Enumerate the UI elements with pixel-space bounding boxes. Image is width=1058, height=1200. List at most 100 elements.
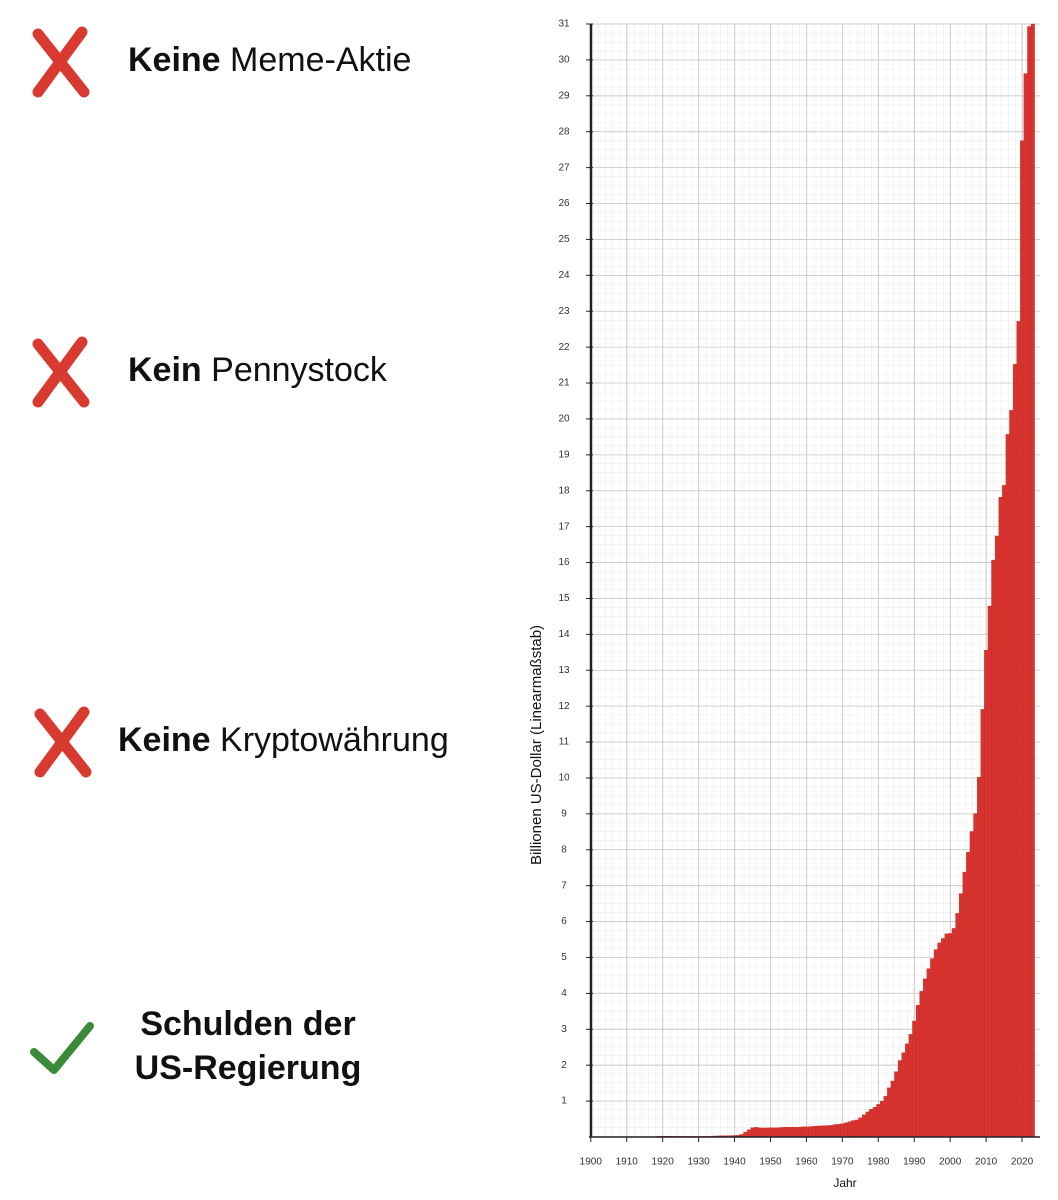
bar [1005,434,1010,1138]
cross-icon [32,26,90,98]
item-text: Keine Kryptowährung [118,721,449,759]
y-axis-label: Billionen US-Dollar (Linearmaßstab) [528,625,545,865]
bar [969,831,974,1138]
y-tick-label: 8 [561,844,567,855]
x-tick-label: 1960 [795,1157,818,1168]
y-tick-label: 7 [561,880,567,891]
bar [1016,321,1021,1138]
bar [987,605,992,1138]
bar [764,1127,769,1138]
bar [948,933,953,1138]
y-tick-label: 30 [558,55,570,66]
y-tick-label: 4 [561,988,567,999]
bar [800,1126,805,1138]
bar [915,1005,920,1138]
bar [786,1127,791,1138]
bar [958,893,963,1138]
bar [1020,140,1024,1138]
bar [912,1020,917,1138]
y-tick-label: 16 [558,557,570,568]
bar [991,559,996,1138]
y-tick-label: 14 [558,629,570,640]
bar [905,1043,909,1138]
bar [1002,485,1007,1138]
bar [826,1125,830,1138]
bar [847,1121,852,1138]
bar [811,1126,816,1138]
bar [994,535,999,1138]
bar [883,1095,888,1138]
item-text: Schulden der [140,1005,355,1043]
bar [897,1060,902,1138]
x-tick-label: 1920 [652,1157,675,1168]
item-normal: Kryptowährung [220,721,449,759]
bar [761,1127,766,1138]
x-tick-label: 1900 [580,1157,603,1168]
y-tick-label: 5 [561,952,567,963]
bar [858,1117,863,1138]
y-tick-label: 15 [558,593,570,604]
y-tick-label: 9 [561,809,567,820]
bar [750,1127,755,1138]
bar [930,958,935,1138]
bar [854,1119,859,1138]
bar [861,1114,866,1138]
y-tick-label: 12 [558,701,570,712]
bar [768,1127,773,1138]
bar [746,1129,751,1138]
bar [1009,410,1014,1138]
x-tick-label: 1970 [831,1157,854,1168]
item-bold: Kein [128,351,202,389]
x-tick-label: 1930 [687,1157,710,1168]
bar [962,871,967,1138]
bar [926,968,931,1138]
y-tick-label: 2 [561,1060,567,1071]
bar [790,1127,794,1138]
bar [779,1127,784,1138]
y-tick-label: 28 [558,126,570,137]
bar [973,813,978,1138]
y-tick-label: 10 [558,773,570,784]
y-tick-label: 6 [561,916,567,927]
y-tick-label: 23 [558,306,570,317]
cross-icon [34,706,92,778]
bar [937,942,942,1138]
x-axis-label: Jahr [833,1176,856,1190]
bar [865,1111,870,1138]
bar [976,777,981,1138]
bar [869,1109,874,1138]
bar [797,1126,802,1138]
x-tick-label: 1990 [903,1157,926,1168]
bar [782,1127,787,1138]
x-tick-label: 1910 [616,1157,639,1168]
x-tick-label: 2020 [1011,1157,1034,1168]
bar [829,1125,834,1138]
y-tick-label: 31 [558,19,570,30]
bar [840,1123,845,1138]
bar [966,852,971,1138]
item-text: US-Regierung [135,1049,362,1087]
bar [815,1125,820,1138]
bar [944,933,949,1138]
bar [836,1124,841,1138]
y-tick-label: 13 [558,665,570,676]
bar [998,497,1003,1138]
bar [772,1127,777,1138]
y-tick-label: 24 [558,270,570,281]
item-normal: Pennystock [211,351,388,389]
bar [984,650,989,1138]
item-text: Kein Pennystock [128,351,388,389]
x-tick-label: 1980 [867,1157,890,1168]
bar [887,1087,892,1138]
item-list: Keine Meme-Aktie Kein Pennystock Keine Kry… [30,26,449,1087]
bar [980,709,985,1138]
y-tick-label: 21 [558,378,570,389]
bar [951,928,956,1138]
y-tick-label: 20 [558,414,570,425]
bar [933,949,938,1138]
bars [588,23,1035,1138]
bar [1023,73,1028,1138]
bar [851,1120,856,1138]
bar [894,1071,899,1138]
